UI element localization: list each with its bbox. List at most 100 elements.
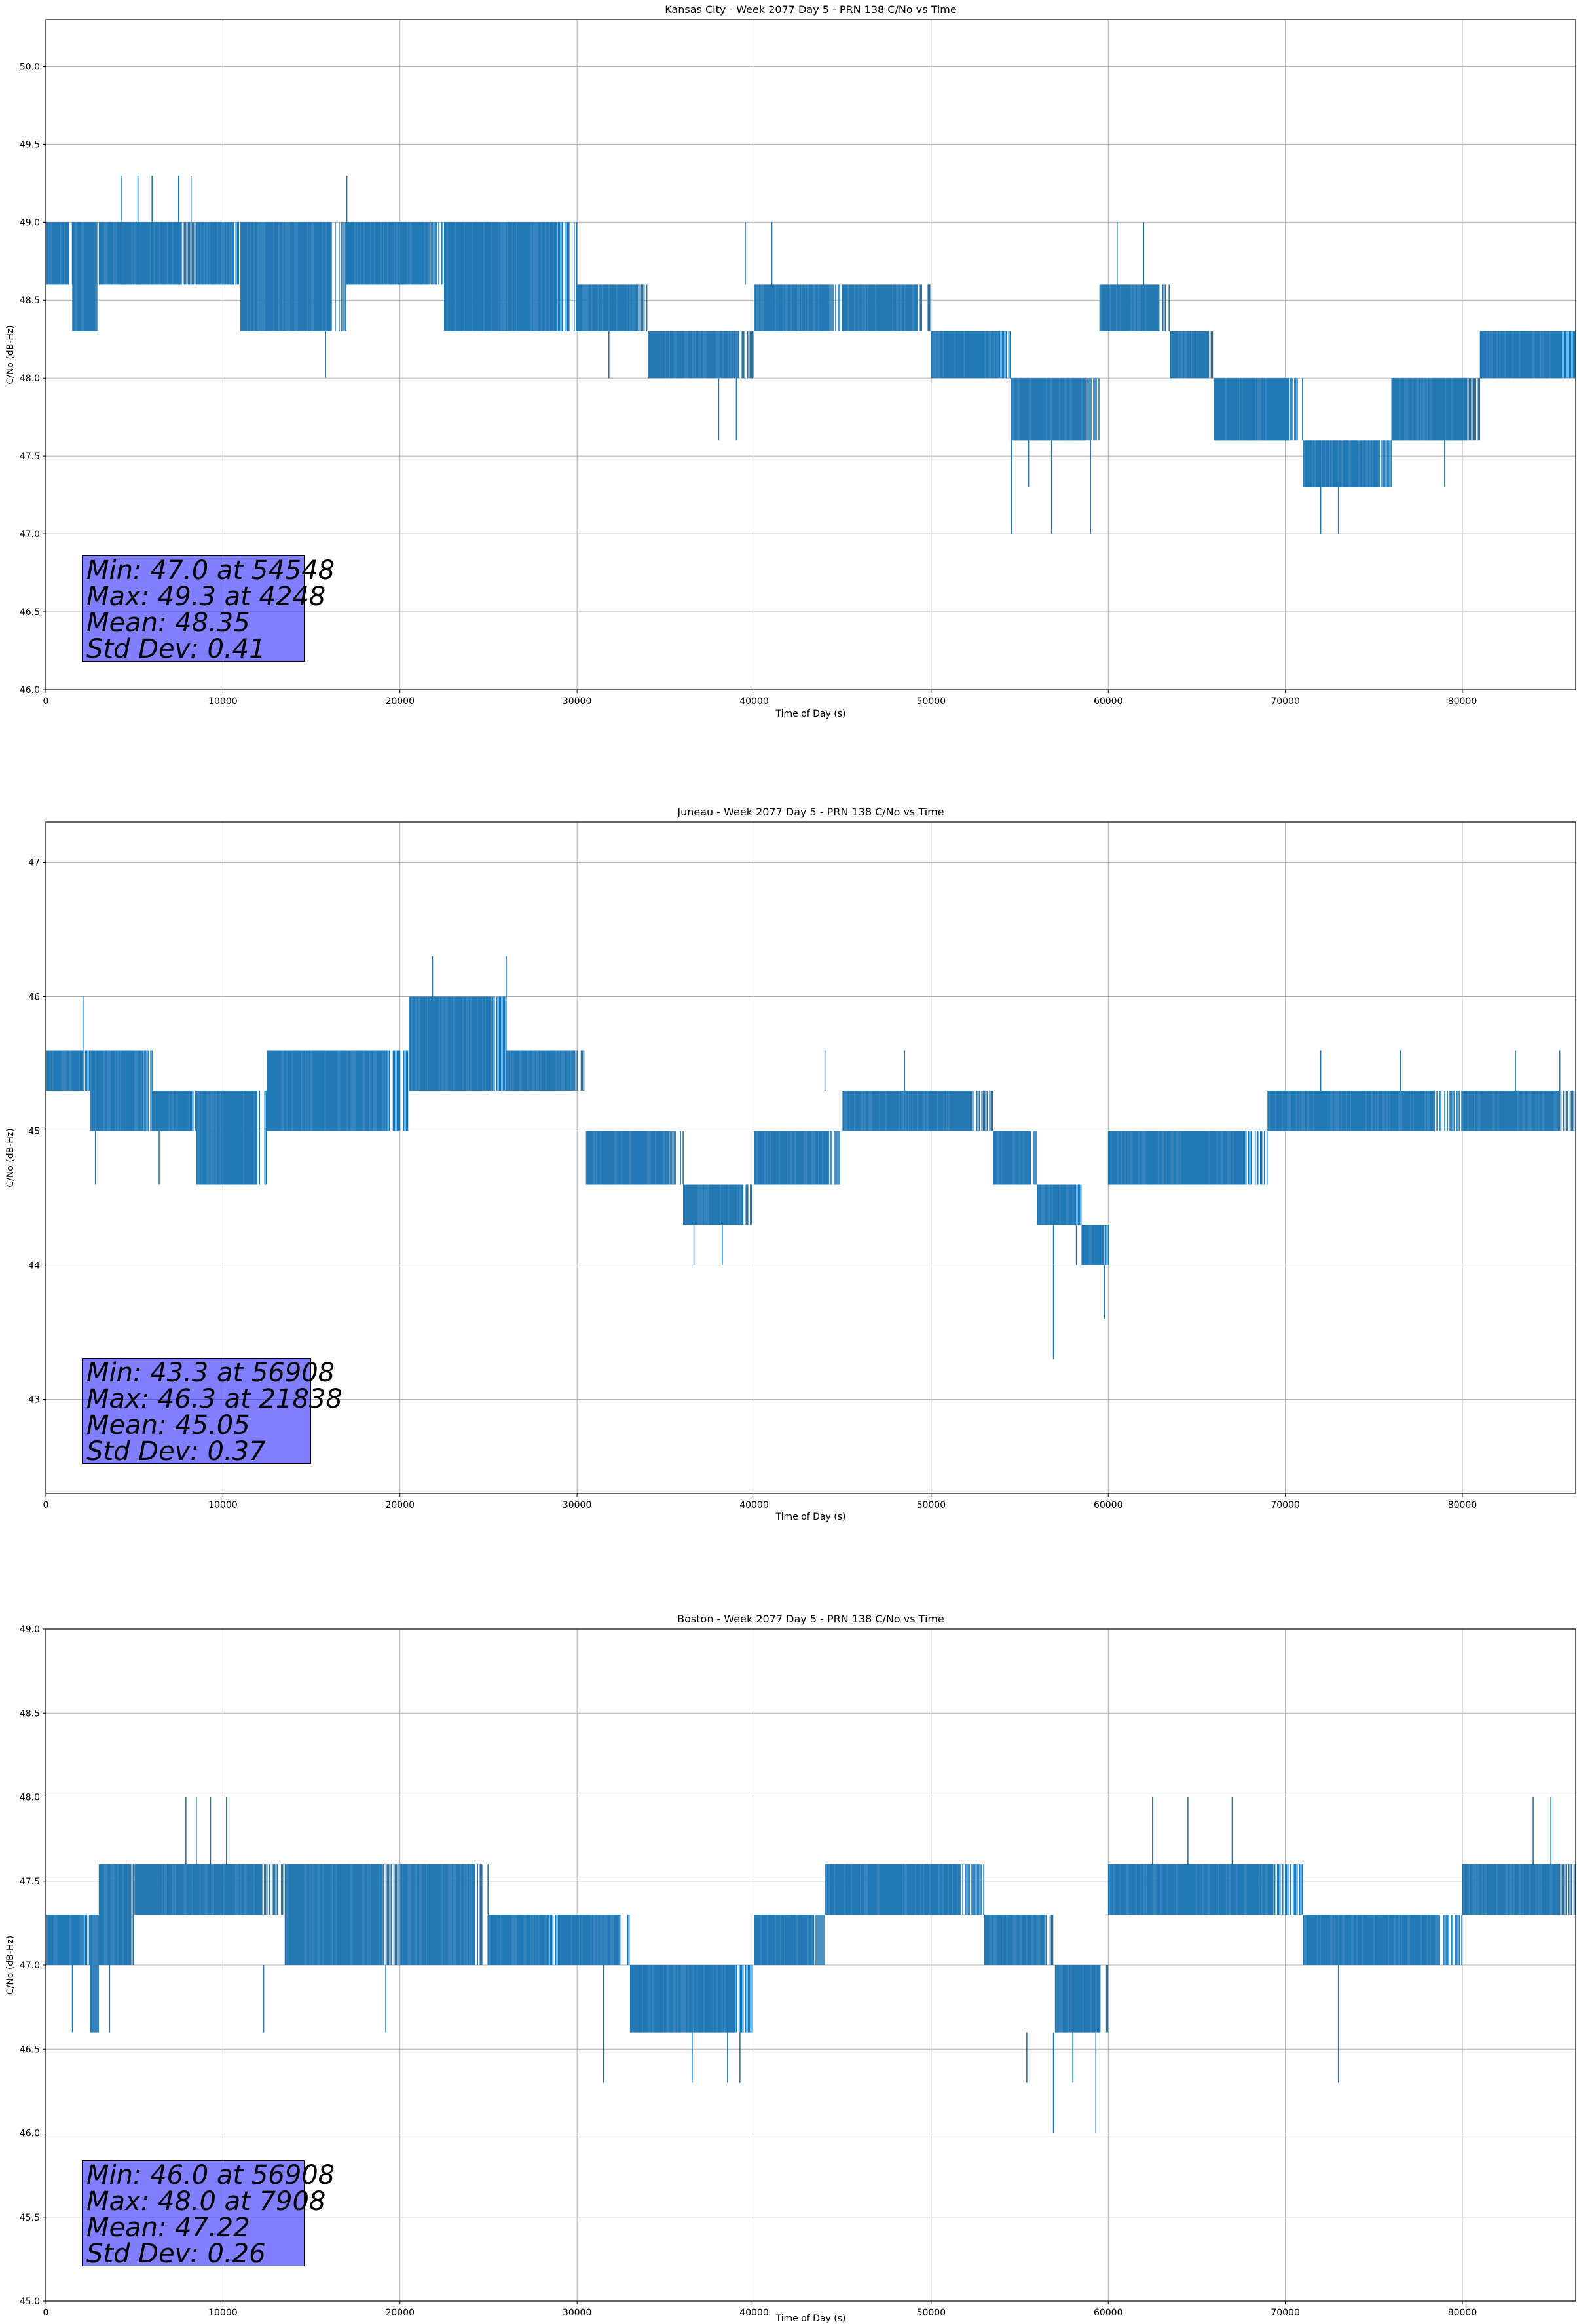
series-band [90, 1915, 98, 2033]
stats-max: Max: 49.3 at 4248 [86, 582, 326, 612]
series-trace [993, 1131, 1037, 1185]
x-tick-label: 0 [43, 696, 49, 707]
series-band [46, 222, 69, 285]
y-tick-label: 49.0 [20, 1624, 40, 1635]
y-tick-label: 47.0 [20, 529, 40, 540]
series-band [346, 222, 430, 285]
y-tick-label: 47.5 [20, 1877, 40, 1887]
series-trace [92, 1050, 153, 1131]
series-trace [576, 284, 648, 331]
series-band [754, 1131, 830, 1185]
y-tick-label: 47.0 [20, 1960, 40, 1971]
series-band [1462, 1091, 1559, 1131]
x-tick-label: 10000 [208, 1500, 238, 1510]
x-tick-label: 80000 [1448, 696, 1477, 707]
y-tick-label: 45.0 [20, 2296, 40, 2307]
series-trace [98, 222, 197, 285]
y-tick-label: 46.0 [20, 685, 40, 696]
series-trace [240, 222, 346, 331]
x-tick-label: 40000 [739, 2308, 769, 2318]
chart-kansas-city-svg: 0 10000 20000 30000 40000 50000 60000 70000 8000… [5, 3, 1576, 719]
x-axis-ticks: 0 10000 20000 30000 40000 50000 60000 70000 8000… [43, 2301, 1477, 2318]
series-trace [629, 1965, 753, 2033]
series-cno [46, 956, 1575, 1359]
series-band [72, 222, 96, 331]
y-tick-label: 48.5 [20, 295, 40, 306]
x-axis-ticks: 0 10000 20000 30000 40000 50000 60000 70000 8000… [43, 1493, 1477, 1510]
x-tick-label: 50000 [917, 2308, 946, 2318]
y-tick-label: 46.5 [20, 607, 40, 618]
series-trace [559, 1915, 630, 1965]
series-cno [46, 1797, 1576, 2133]
series-trace [1214, 378, 1303, 441]
x-tick-label: 50000 [917, 696, 946, 707]
series-trace [267, 1050, 409, 1131]
series-trace [491, 1915, 559, 1965]
chart-boston-svg: 0 10000 20000 30000 40000 50000 60000 70000 8000… [5, 1613, 1576, 2324]
y-tick-label: 48.0 [20, 373, 40, 384]
x-tick-label: 70000 [1271, 2308, 1300, 2318]
chart-title: Kansas City - Week 2077 Day 5 - PRN 138 … [665, 3, 956, 16]
x-tick-label: 0 [43, 2308, 49, 2318]
stats-max: Max: 48.0 at 7908 [86, 2186, 326, 2217]
series-trace [1391, 378, 1481, 441]
series-trace [648, 331, 754, 379]
stats-max: Max: 46.3 at 21838 [86, 1384, 343, 1414]
y-tick-label: 47.5 [20, 451, 40, 462]
series-trace [1054, 1965, 1109, 2033]
y-tick-label: 44 [28, 1261, 40, 1271]
chart-title: Boston - Week 2077 Day 5 - PRN 138 C/No … [677, 1613, 944, 1625]
x-tick-label: 50000 [917, 1500, 946, 1510]
series-band [825, 1864, 961, 1915]
x-tick-label: 70000 [1271, 696, 1300, 707]
x-tick-label: 60000 [1094, 2308, 1123, 2318]
x-tick-label: 30000 [563, 2308, 592, 2318]
series-trace [1107, 1131, 1268, 1185]
stats-min: Min: 43.3 at 56908 [86, 1358, 335, 1388]
stats-mean: Mean: 45.05 [86, 1410, 250, 1440]
series-trace [931, 331, 1011, 379]
x-tick-label: 40000 [739, 696, 769, 707]
series-trace [1102, 284, 1170, 331]
series-trace [48, 1915, 90, 1965]
series-trace [842, 1091, 993, 1131]
series-trace [46, 1050, 90, 1091]
x-tick-label: 80000 [1448, 2308, 1477, 2318]
series-trace [444, 222, 578, 331]
series-trace [196, 222, 240, 285]
series-trace [754, 1131, 840, 1185]
x-axis-label: Time of Day (s) [775, 1512, 846, 1522]
y-tick-label: 47 [28, 858, 40, 869]
y-tick-label: 49.5 [20, 140, 40, 150]
y-axis-label: C/No (dB-Hz) [5, 1936, 16, 1995]
stats-min: Min: 47.0 at 54548 [86, 555, 335, 586]
series-trace [46, 222, 73, 285]
series-trace [284, 1864, 400, 1965]
series-trace [1037, 1184, 1082, 1225]
x-tick-label: 70000 [1271, 1500, 1300, 1510]
y-tick-label: 46 [28, 992, 40, 1003]
chart-juneau-svg: 0 10000 20000 30000 40000 50000 60000 70000 8000… [5, 806, 1576, 1522]
y-tick-label: 45.5 [20, 2213, 40, 2223]
y-axis-label: C/No (dB-Hz) [5, 325, 16, 384]
stats-stddev: Std Dev: 0.26 [86, 2239, 266, 2269]
y-tick-label: 45 [28, 1127, 40, 1137]
series-trace [587, 1131, 684, 1185]
x-tick-label: 10000 [208, 2308, 238, 2318]
series-trace [755, 284, 843, 331]
x-tick-label: 10000 [208, 696, 238, 707]
x-tick-label: 60000 [1094, 696, 1123, 707]
x-tick-label: 80000 [1448, 1500, 1477, 1510]
stats-mean: Mean: 48.35 [86, 608, 250, 638]
x-tick-label: 20000 [385, 696, 415, 707]
plot-frame [45, 821, 1576, 1494]
series-trace [1305, 440, 1392, 487]
stats-box-boston: Min: 46.0 at 56908 Max: 48.0 at 7908 Mea… [82, 2160, 335, 2269]
series-trace [1011, 378, 1100, 441]
stats-stddev: Std Dev: 0.37 [86, 1436, 266, 1467]
y-axis-ticks: 43 44 45 46 47 [28, 858, 46, 1406]
series-trace [842, 284, 931, 331]
series-trace [410, 996, 507, 1091]
stats-mean: Mean: 47.22 [86, 2213, 250, 2243]
plot-frame [45, 19, 1576, 690]
